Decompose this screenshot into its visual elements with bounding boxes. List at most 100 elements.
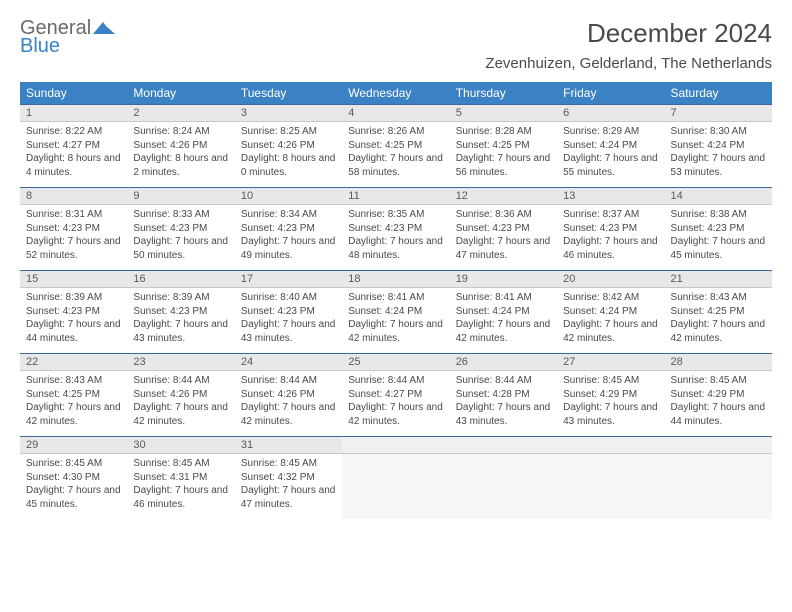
sunset-line: Sunset: 4:23 PM (563, 222, 658, 236)
sunrise-line: Sunrise: 8:30 AM (671, 125, 766, 139)
day-detail-cell: Sunrise: 8:43 AMSunset: 4:25 PMDaylight:… (20, 371, 127, 437)
sunset-line: Sunset: 4:23 PM (241, 305, 336, 319)
sunrise-line: Sunrise: 8:44 AM (456, 374, 551, 388)
sunset-line: Sunset: 4:23 PM (241, 222, 336, 236)
daylight-line: Daylight: 7 hours and 43 minutes. (133, 318, 228, 345)
sunrise-line: Sunrise: 8:41 AM (456, 291, 551, 305)
day-detail-cell: Sunrise: 8:24 AMSunset: 4:26 PMDaylight:… (127, 122, 234, 188)
sunset-line: Sunset: 4:24 PM (671, 139, 766, 153)
sunrise-line: Sunrise: 8:38 AM (671, 208, 766, 222)
day-number-cell: 7 (665, 105, 772, 122)
daylight-line: Daylight: 7 hours and 42 minutes. (456, 318, 551, 345)
sunset-line: Sunset: 4:29 PM (563, 388, 658, 402)
daylight-line: Daylight: 7 hours and 42 minutes. (671, 318, 766, 345)
day-number-cell: 14 (665, 188, 772, 205)
logo: General Blue (20, 18, 115, 57)
day-detail-cell: Sunrise: 8:38 AMSunset: 4:23 PMDaylight:… (665, 205, 772, 271)
sunrise-line: Sunrise: 8:45 AM (26, 457, 121, 471)
sunset-line: Sunset: 4:25 PM (456, 139, 551, 153)
day-detail-cell: Sunrise: 8:25 AMSunset: 4:26 PMDaylight:… (235, 122, 342, 188)
day-number-cell (342, 437, 449, 454)
day-number-cell: 25 (342, 354, 449, 371)
day-detail-row: Sunrise: 8:45 AMSunset: 4:30 PMDaylight:… (20, 454, 772, 520)
day-number-cell: 2 (127, 105, 234, 122)
day-number-cell: 1 (20, 105, 127, 122)
title-block: December 2024 Zevenhuizen, Gelderland, T… (485, 18, 772, 72)
sunrise-line: Sunrise: 8:25 AM (241, 125, 336, 139)
sunset-line: Sunset: 4:27 PM (26, 139, 121, 153)
daylight-line: Daylight: 7 hours and 47 minutes. (241, 484, 336, 511)
day-detail-cell: Sunrise: 8:41 AMSunset: 4:24 PMDaylight:… (342, 288, 449, 354)
sunset-line: Sunset: 4:27 PM (348, 388, 443, 402)
day-detail-cell (557, 454, 664, 520)
day-number-cell: 12 (450, 188, 557, 205)
daylight-line: Daylight: 7 hours and 43 minutes. (456, 401, 551, 428)
sunset-line: Sunset: 4:23 PM (26, 305, 121, 319)
daylight-line: Daylight: 7 hours and 56 minutes. (456, 152, 551, 179)
sunrise-line: Sunrise: 8:37 AM (563, 208, 658, 222)
sunrise-line: Sunrise: 8:44 AM (241, 374, 336, 388)
sunrise-line: Sunrise: 8:33 AM (133, 208, 228, 222)
day-detail-cell: Sunrise: 8:26 AMSunset: 4:25 PMDaylight:… (342, 122, 449, 188)
day-number-cell: 27 (557, 354, 664, 371)
day-detail-row: Sunrise: 8:39 AMSunset: 4:23 PMDaylight:… (20, 288, 772, 354)
sunrise-line: Sunrise: 8:39 AM (133, 291, 228, 305)
sunset-line: Sunset: 4:23 PM (348, 222, 443, 236)
sunrise-line: Sunrise: 8:45 AM (241, 457, 336, 471)
weekday-header: Tuesday (235, 82, 342, 105)
day-number-row: 22232425262728 (20, 354, 772, 371)
day-detail-cell: Sunrise: 8:44 AMSunset: 4:28 PMDaylight:… (450, 371, 557, 437)
location-text: Zevenhuizen, Gelderland, The Netherlands (485, 55, 772, 72)
day-detail-cell: Sunrise: 8:45 AMSunset: 4:31 PMDaylight:… (127, 454, 234, 520)
day-number-cell: 4 (342, 105, 449, 122)
day-detail-cell: Sunrise: 8:44 AMSunset: 4:26 PMDaylight:… (235, 371, 342, 437)
daylight-line: Daylight: 7 hours and 48 minutes. (348, 235, 443, 262)
day-number-cell (450, 437, 557, 454)
sunset-line: Sunset: 4:26 PM (133, 388, 228, 402)
sunset-line: Sunset: 4:30 PM (26, 471, 121, 485)
sunset-line: Sunset: 4:24 PM (456, 305, 551, 319)
day-number-cell: 19 (450, 271, 557, 288)
day-detail-cell: Sunrise: 8:36 AMSunset: 4:23 PMDaylight:… (450, 205, 557, 271)
weekday-header-row: Sunday Monday Tuesday Wednesday Thursday… (20, 82, 772, 105)
sunset-line: Sunset: 4:31 PM (133, 471, 228, 485)
daylight-line: Daylight: 7 hours and 44 minutes. (26, 318, 121, 345)
sunset-line: Sunset: 4:28 PM (456, 388, 551, 402)
day-detail-cell: Sunrise: 8:45 AMSunset: 4:29 PMDaylight:… (557, 371, 664, 437)
sunset-line: Sunset: 4:23 PM (26, 222, 121, 236)
daylight-line: Daylight: 8 hours and 0 minutes. (241, 152, 336, 179)
sunrise-line: Sunrise: 8:44 AM (348, 374, 443, 388)
day-detail-cell: Sunrise: 8:35 AMSunset: 4:23 PMDaylight:… (342, 205, 449, 271)
sunset-line: Sunset: 4:24 PM (563, 305, 658, 319)
daylight-line: Daylight: 7 hours and 46 minutes. (563, 235, 658, 262)
weekday-header: Thursday (450, 82, 557, 105)
sunset-line: Sunset: 4:24 PM (348, 305, 443, 319)
day-detail-cell: Sunrise: 8:42 AMSunset: 4:24 PMDaylight:… (557, 288, 664, 354)
sunrise-line: Sunrise: 8:45 AM (133, 457, 228, 471)
day-detail-cell: Sunrise: 8:40 AMSunset: 4:23 PMDaylight:… (235, 288, 342, 354)
logo-mark-icon (93, 20, 115, 38)
day-number-cell: 10 (235, 188, 342, 205)
day-number-cell: 24 (235, 354, 342, 371)
day-detail-cell: Sunrise: 8:44 AMSunset: 4:26 PMDaylight:… (127, 371, 234, 437)
sunset-line: Sunset: 4:23 PM (456, 222, 551, 236)
day-detail-cell (342, 454, 449, 520)
daylight-line: Daylight: 7 hours and 43 minutes. (241, 318, 336, 345)
day-number-cell: 21 (665, 271, 772, 288)
day-detail-cell: Sunrise: 8:30 AMSunset: 4:24 PMDaylight:… (665, 122, 772, 188)
day-number-cell: 17 (235, 271, 342, 288)
daylight-line: Daylight: 8 hours and 4 minutes. (26, 152, 121, 179)
sunrise-line: Sunrise: 8:44 AM (133, 374, 228, 388)
day-detail-cell (665, 454, 772, 520)
weekday-header: Wednesday (342, 82, 449, 105)
day-number-cell (557, 437, 664, 454)
daylight-line: Daylight: 7 hours and 46 minutes. (133, 484, 228, 511)
sunset-line: Sunset: 4:32 PM (241, 471, 336, 485)
sunrise-line: Sunrise: 8:36 AM (456, 208, 551, 222)
day-number-cell: 8 (20, 188, 127, 205)
day-number-cell: 23 (127, 354, 234, 371)
sunrise-line: Sunrise: 8:39 AM (26, 291, 121, 305)
day-number-cell: 28 (665, 354, 772, 371)
day-number-cell: 3 (235, 105, 342, 122)
calendar-table: Sunday Monday Tuesday Wednesday Thursday… (20, 82, 772, 519)
